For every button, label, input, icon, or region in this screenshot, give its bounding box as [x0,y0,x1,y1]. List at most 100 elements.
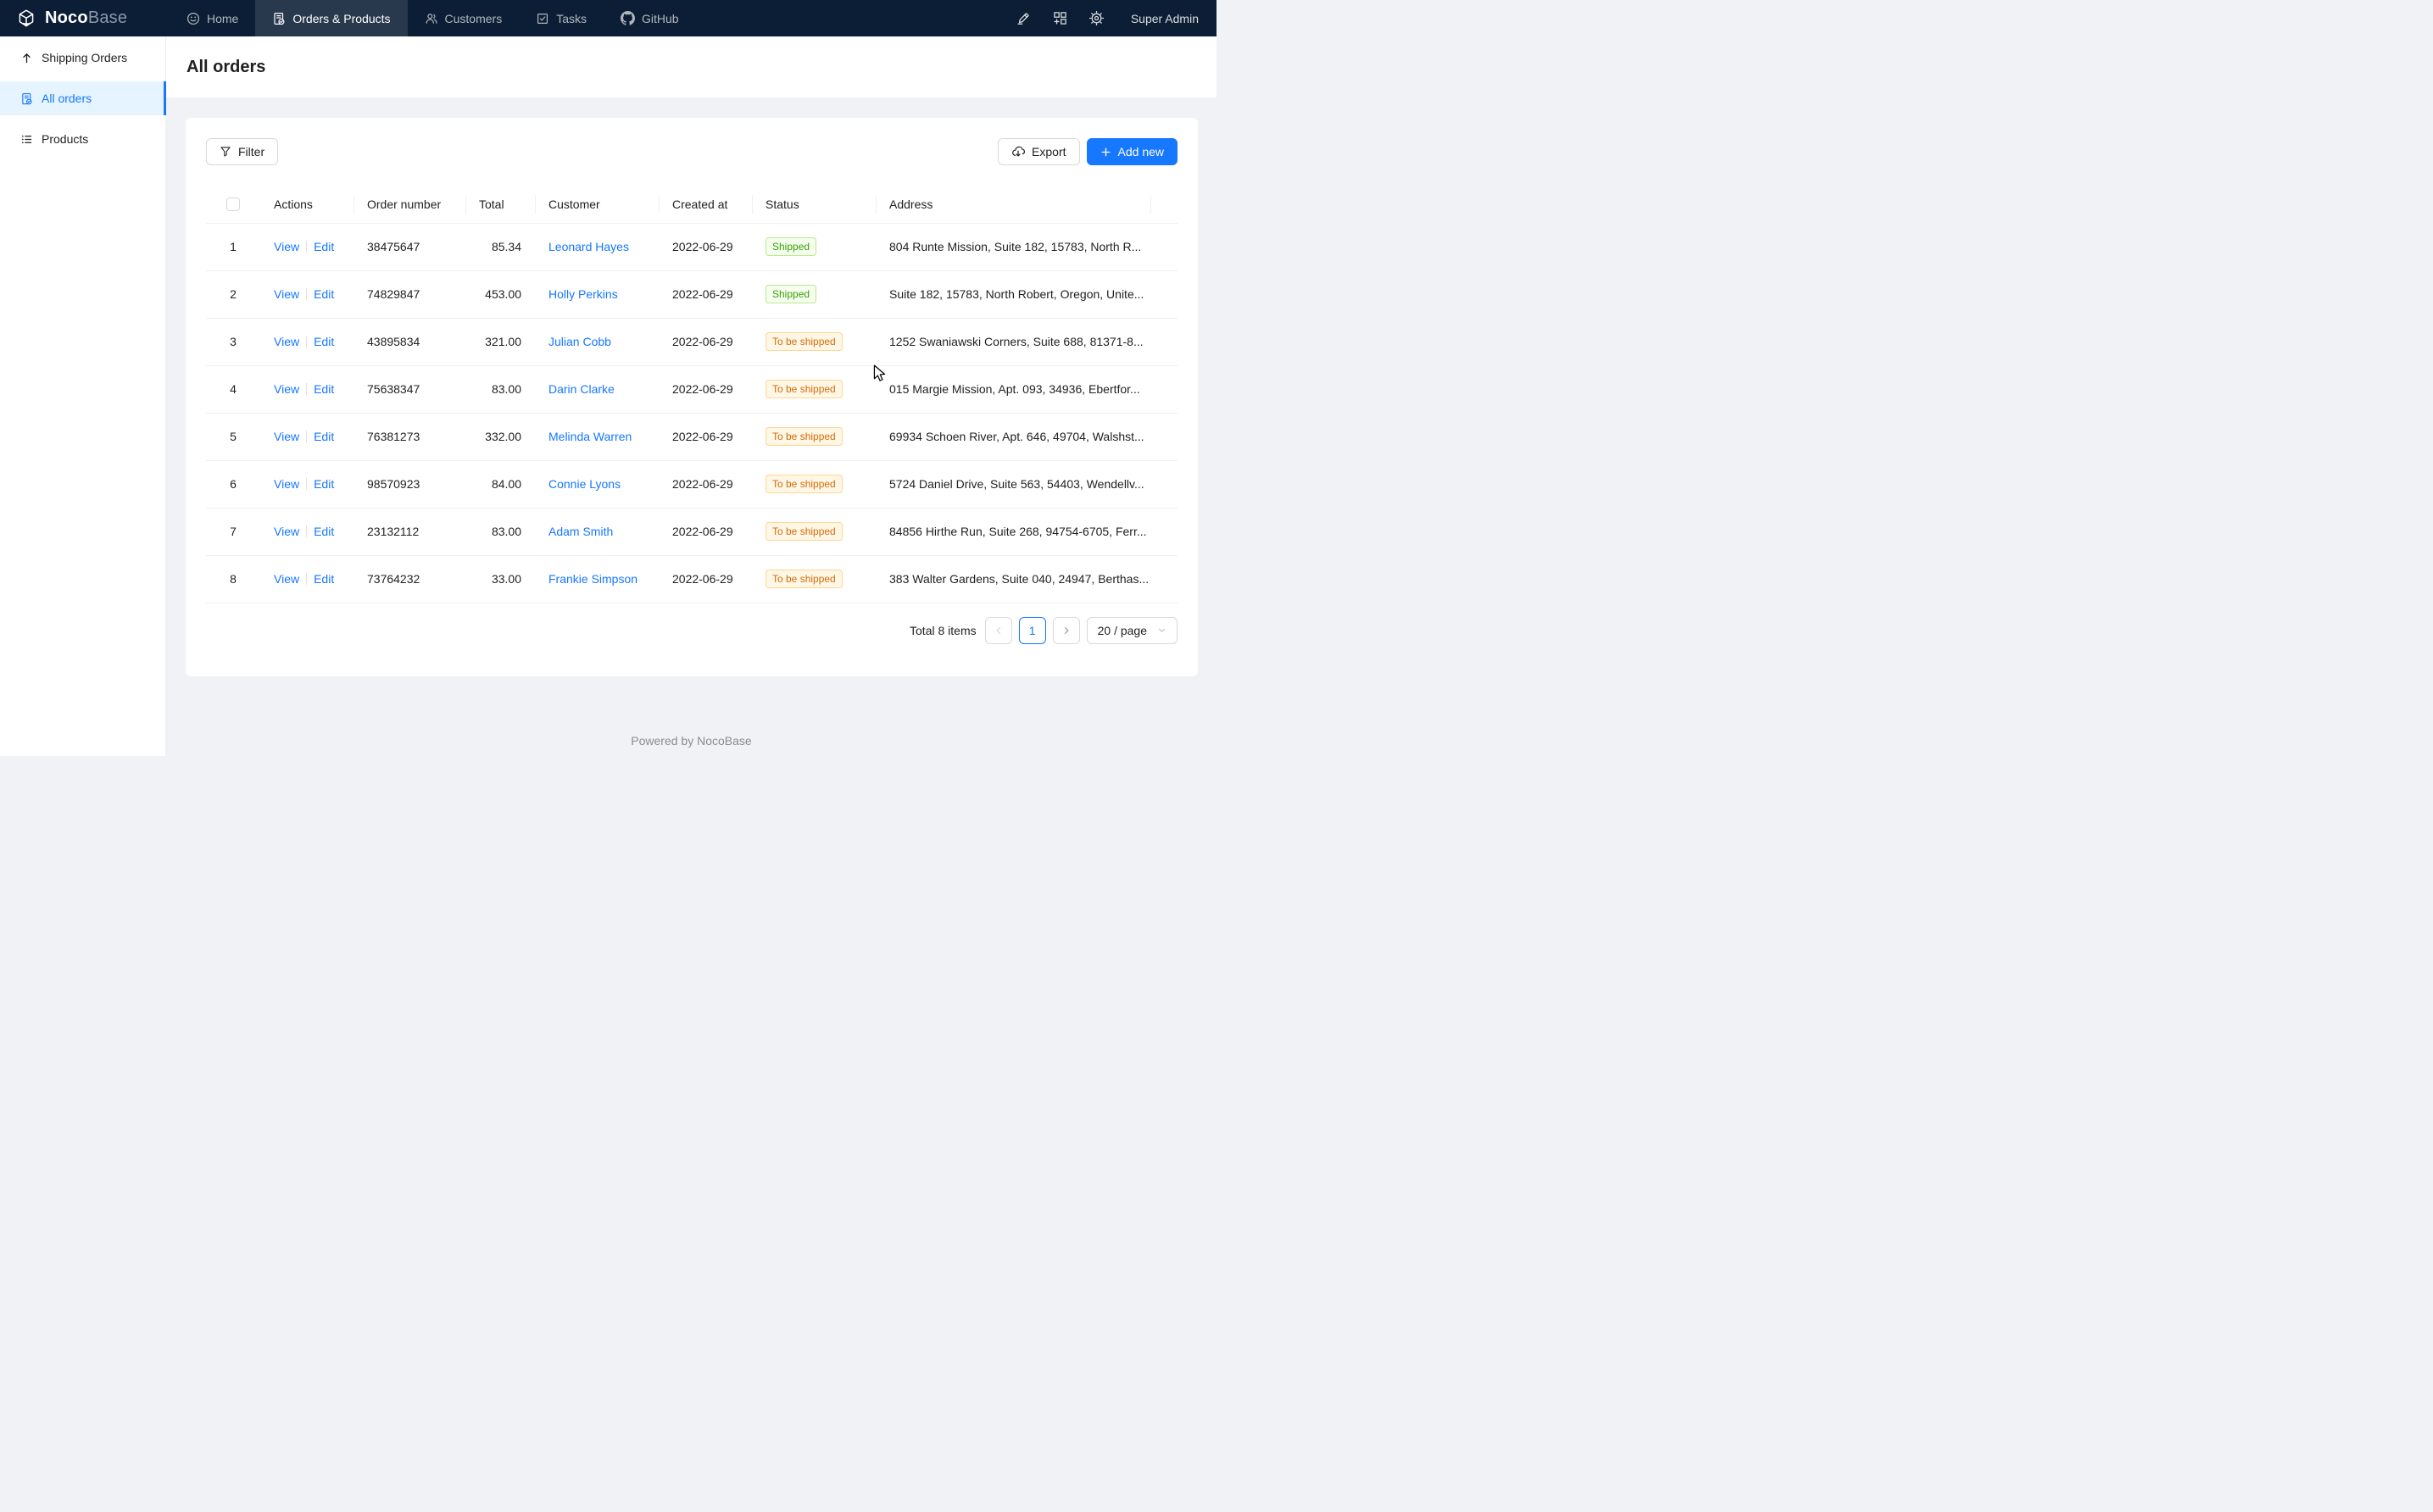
order-number-cell: 76381273 [354,413,465,460]
filter-button[interactable]: Filter [206,138,278,165]
customer-link[interactable]: Leonard Hayes [548,240,629,253]
edit-link[interactable]: Edit [314,430,334,443]
status-badge: To be shipped [766,522,843,541]
created-at-cell: 2022-06-29 [659,318,752,365]
edit-link[interactable]: Edit [314,572,334,586]
view-link[interactable]: View [274,430,299,443]
status-badge: Shipped [766,237,816,256]
status-badge: To be shipped [766,570,843,588]
created-at-cell: 2022-06-29 [659,223,752,270]
customers-icon [425,12,438,25]
customer-link[interactable]: Melinda Warren [548,430,632,443]
list-icon [20,133,33,146]
column-header-address: Address [876,186,1150,223]
nav-item-tasks[interactable]: Tasks [519,0,604,36]
plugin-grid-icon[interactable] [1053,11,1067,25]
view-link[interactable]: View [274,382,299,396]
settings-gear-icon[interactable] [1089,11,1104,25]
table-toolbar: Filter Export Add new [206,138,1178,165]
total-cell: 332.00 [465,413,535,460]
nav-item-home[interactable]: Home [170,0,255,36]
sidebar-item-label: Products [42,132,88,146]
view-link[interactable]: View [274,240,299,253]
row-actions-cell: View Edit [260,555,354,603]
add-new-button[interactable]: Add new [1087,138,1178,165]
action-divider [306,336,307,347]
spacer-cell [1150,365,1178,413]
action-divider [306,573,307,585]
action-divider [306,288,307,300]
view-link[interactable]: View [274,525,299,538]
sidebar-item-shipping-orders[interactable]: Shipping Orders [0,41,165,75]
nav-item-label: Customers [445,12,503,25]
order-number-cell: 43895834 [354,318,465,365]
nav-item-label: GitHub [642,12,679,25]
status-badge: To be shipped [766,475,843,493]
address-cell: 383 Walter Gardens, Suite 040, 24947, Be… [876,555,1150,603]
user-menu[interactable]: Super Admin [1131,12,1199,25]
sidebar-item-products[interactable]: Products [0,122,165,156]
tasks-icon [536,12,549,25]
customer-link[interactable]: Julian Cobb [548,335,611,348]
edit-link[interactable]: Edit [314,240,334,253]
cloud-download-icon [1011,145,1025,158]
row-index: 4 [206,365,260,413]
view-link[interactable]: View [274,287,299,301]
page-size-select[interactable]: 20 / page [1087,617,1178,644]
select-all-checkbox[interactable] [226,197,240,211]
customer-link[interactable]: Darin Clarke [548,382,615,396]
total-cell: 85.34 [465,223,535,270]
arrow-up-icon [20,52,33,64]
chevron-down-icon [1157,625,1166,635]
nav-item-orders-products[interactable]: Orders & Products [255,0,407,36]
highlighter-icon[interactable] [1016,11,1031,25]
customer-link[interactable]: Holly Perkins [548,287,618,301]
sidebar-item-all-orders[interactable]: All orders [0,81,165,115]
customer-link[interactable]: Connie Lyons [548,477,621,491]
customer-link[interactable]: Frankie Simpson [548,572,637,586]
nav-item-customers[interactable]: Customers [408,0,520,36]
row-index: 3 [206,318,260,365]
export-button[interactable]: Export [998,138,1079,165]
row-actions-cell: View Edit [260,508,354,555]
column-header-spacer [1150,186,1178,223]
created-at-cell: 2022-06-29 [659,413,752,460]
edit-link[interactable]: Edit [314,477,334,491]
view-link[interactable]: View [274,477,299,491]
customer-link[interactable]: Adam Smith [548,525,613,538]
add-new-button-label: Add new [1118,145,1164,158]
sidebar-item-label: All orders [42,92,92,105]
nocobase-logo: NocoBase [0,0,170,36]
address-cell: 015 Margie Mission, Apt. 093, 34936, Ebe… [876,365,1150,413]
nav-item-github[interactable]: GitHub [604,0,696,36]
spacer-cell [1150,223,1178,270]
pagination-prev-button[interactable] [985,617,1012,644]
address-cell: 804 Runte Mission, Suite 182, 15783, Nor… [876,223,1150,270]
action-divider [306,431,307,442]
row-actions-cell: View Edit [260,223,354,270]
created-at-cell: 2022-06-29 [659,508,752,555]
edit-link[interactable]: Edit [314,525,334,538]
pagination-next-button[interactable] [1053,617,1080,644]
edit-link[interactable]: Edit [314,335,334,348]
nav-item-label: Tasks [556,12,587,25]
filter-funnel-icon [220,146,231,158]
page-size-value: 20 / page [1098,624,1147,637]
view-link[interactable]: View [274,572,299,586]
order-number-cell: 74829847 [354,270,465,318]
table-row: 1 ViewEdit 38475647 85.34 Leonard Hayes … [206,223,1178,270]
table-row: 3 ViewEdit 43895834 321.00 Julian Cobb 2… [206,318,1178,365]
nav-menu: Home Orders & Products [170,0,696,36]
page-header: All orders [166,36,1216,97]
edit-link[interactable]: Edit [314,287,334,301]
view-link[interactable]: View [274,335,299,348]
row-index: 8 [206,555,260,603]
spacer-cell [1150,508,1178,555]
pagination-page-1[interactable]: 1 [1019,617,1046,644]
orders-table: Actions Order number Total Customer Crea… [206,186,1178,603]
table-row: 8 ViewEdit 73764232 33.00 Frankie Simpso… [206,555,1178,603]
edit-link[interactable]: Edit [314,382,334,396]
total-cell: 83.00 [465,365,535,413]
table-header-row: Actions Order number Total Customer Crea… [206,186,1178,223]
column-header-order-number: Order number [354,186,465,223]
